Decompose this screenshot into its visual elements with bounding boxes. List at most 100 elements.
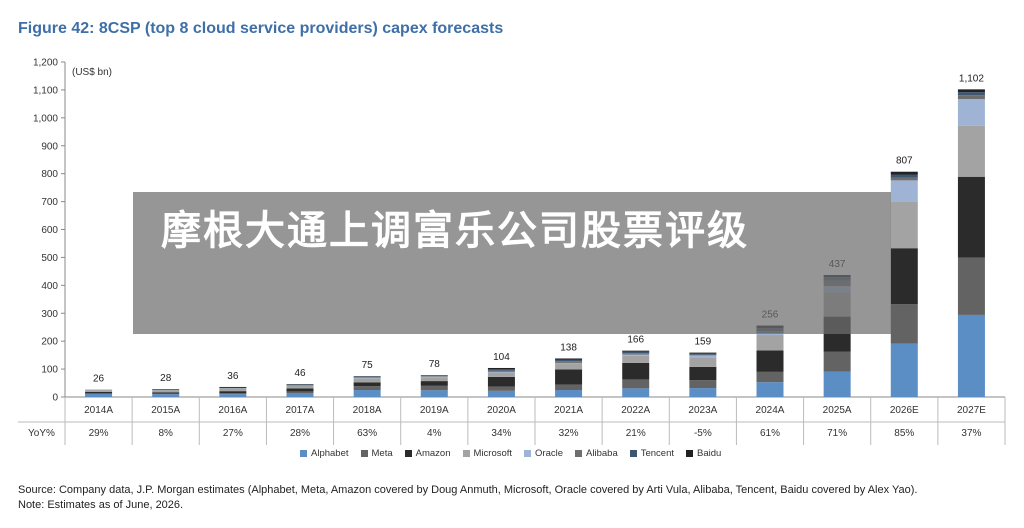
bar-segment-microsoft (622, 355, 650, 363)
total-label: 1,102 (959, 73, 984, 84)
legend-label: Meta (371, 448, 393, 459)
yoy-value: 4% (427, 428, 442, 439)
total-label: 28 (160, 373, 172, 384)
stacked-bar-chart: 0 100 200 300 400 500 600 700 800 900 1,000 1,100 1,… (18, 58, 1006, 445)
bar-segment-alphabet (957, 314, 985, 397)
bar-segment-amazon (957, 176, 985, 258)
legend-swatch (300, 450, 307, 457)
legend-label: Alphabet (311, 448, 349, 459)
total-label: 75 (362, 360, 374, 371)
bar-segment-amazon (890, 248, 918, 305)
bar-segment-oracle (622, 354, 650, 356)
bar-segment-microsoft (353, 378, 381, 383)
legend-label: Amazon (415, 448, 451, 459)
x-category-label: 2020A (487, 405, 516, 416)
bar-segment-oracle (756, 333, 784, 336)
bar-segment-amazon (622, 362, 650, 380)
bar-segment-amazon (487, 376, 515, 387)
x-category-label: 2014A (84, 405, 113, 416)
bar-segment-meta (219, 393, 247, 395)
legend-swatch (360, 450, 368, 457)
legend-item-alibaba: Alibaba (575, 448, 618, 459)
legend-item-meta: Meta (360, 448, 393, 459)
total-label: 807 (896, 156, 913, 167)
bar-segment-amazon (85, 391, 113, 394)
bar-segment-amazon (756, 350, 784, 372)
bar-segment-meta (890, 304, 918, 344)
bar-segment-microsoft (85, 390, 113, 392)
bar-segment-meta (353, 386, 381, 391)
x-category-label: 2026E (890, 405, 919, 416)
bar-segment-microsoft (957, 125, 985, 177)
bar-segment-oracle (420, 376, 448, 378)
yoy-value: 29% (89, 428, 109, 439)
bar-segment-baidu (890, 171, 918, 175)
total-label: 36 (227, 371, 239, 382)
bar-segment-amazon (152, 392, 180, 394)
note-text: Note: Estimates as of June, 2026. (18, 499, 184, 511)
x-category-label: 2018A (353, 405, 382, 416)
bar-segment-meta (756, 371, 784, 383)
bar-segment-alibaba (957, 95, 985, 100)
yoy-row-label: YoY% (28, 428, 55, 439)
x-category-label: 2023A (688, 405, 717, 416)
x-category-label: 2025A (823, 405, 852, 416)
legend-item-microsoft: Microsoft (462, 448, 512, 459)
legend-swatch (629, 450, 637, 457)
bar-segment-alibaba (689, 354, 717, 356)
bar-segment-alibaba (555, 361, 583, 363)
bar-segment-oracle (487, 371, 515, 373)
legend-item-oracle: Oracle (524, 448, 563, 459)
y-tick-label: 800 (41, 169, 58, 180)
y-tick-label: 600 (41, 225, 58, 236)
bar-segment-microsoft (286, 385, 314, 389)
bar-segment-oracle (555, 362, 583, 364)
chart-legend: Alphabet Meta Amazon Microsoft Oracle Alibaba… (300, 448, 721, 459)
bar-segment-tencent (286, 384, 314, 385)
bar-segment-alibaba (622, 353, 650, 355)
y-tick-label: 1,000 (33, 113, 58, 124)
x-category-label: 2024A (756, 405, 785, 416)
bar-segment-baidu (487, 367, 515, 370)
x-category-label: 2027E (957, 405, 986, 416)
yoy-value: 32% (559, 428, 579, 439)
yoy-value: 8% (158, 428, 173, 439)
bar-segment-alphabet (487, 390, 515, 397)
bar-segment-alibaba (286, 384, 314, 386)
y-tick-label: 1,100 (33, 85, 58, 96)
total-label: 78 (429, 359, 441, 370)
bar-segment-alphabet (689, 388, 717, 397)
legend-item-baidu: Baidu (686, 448, 721, 459)
total-label: 138 (560, 342, 577, 353)
bar-segment-amazon (286, 388, 314, 392)
bar-segment-microsoft (152, 390, 180, 393)
bar-segment-meta (689, 380, 717, 389)
bar-segment-meta (823, 351, 851, 372)
legend-label: Oracle (535, 448, 564, 459)
bar-segment-tencent (890, 174, 918, 178)
bar-segment-meta (286, 391, 314, 394)
bar-segment-baidu (219, 386, 247, 388)
y-tick-label: 400 (41, 281, 58, 292)
bar-segment-tencent (420, 375, 448, 377)
y-tick-label: 500 (41, 253, 58, 264)
y-tick-label: 300 (41, 309, 58, 320)
bar-segment-baidu (689, 352, 717, 354)
total-label: 104 (493, 352, 510, 363)
legend-item-tencent: Tencent (629, 448, 675, 459)
bar-segment-alphabet (823, 371, 851, 397)
chart-axes: 0 100 200 300 400 500 600 700 800 900 1,000 1,100 1,… (18, 58, 1006, 445)
legend-label: Baidu (697, 448, 722, 459)
bar-segment-microsoft (487, 372, 515, 377)
bar-segment-meta (152, 393, 180, 395)
bar-segment-oracle (689, 355, 717, 358)
legend-label: Tencent (640, 448, 675, 459)
legend-item-alphabet: Alphabet (300, 448, 349, 459)
x-category-label: 2017A (286, 405, 315, 416)
bar-segment-alphabet (219, 394, 247, 397)
legend-item-amazon: Amazon (404, 448, 451, 459)
bar-segment-amazon (555, 369, 583, 385)
bar-segment-microsoft (420, 377, 448, 382)
chart-labels: YoY% 26 2014A 29% 28 2015A 8% 36 2016A 27% 46 2017A… (28, 73, 986, 439)
bar-segment-meta (957, 257, 985, 315)
